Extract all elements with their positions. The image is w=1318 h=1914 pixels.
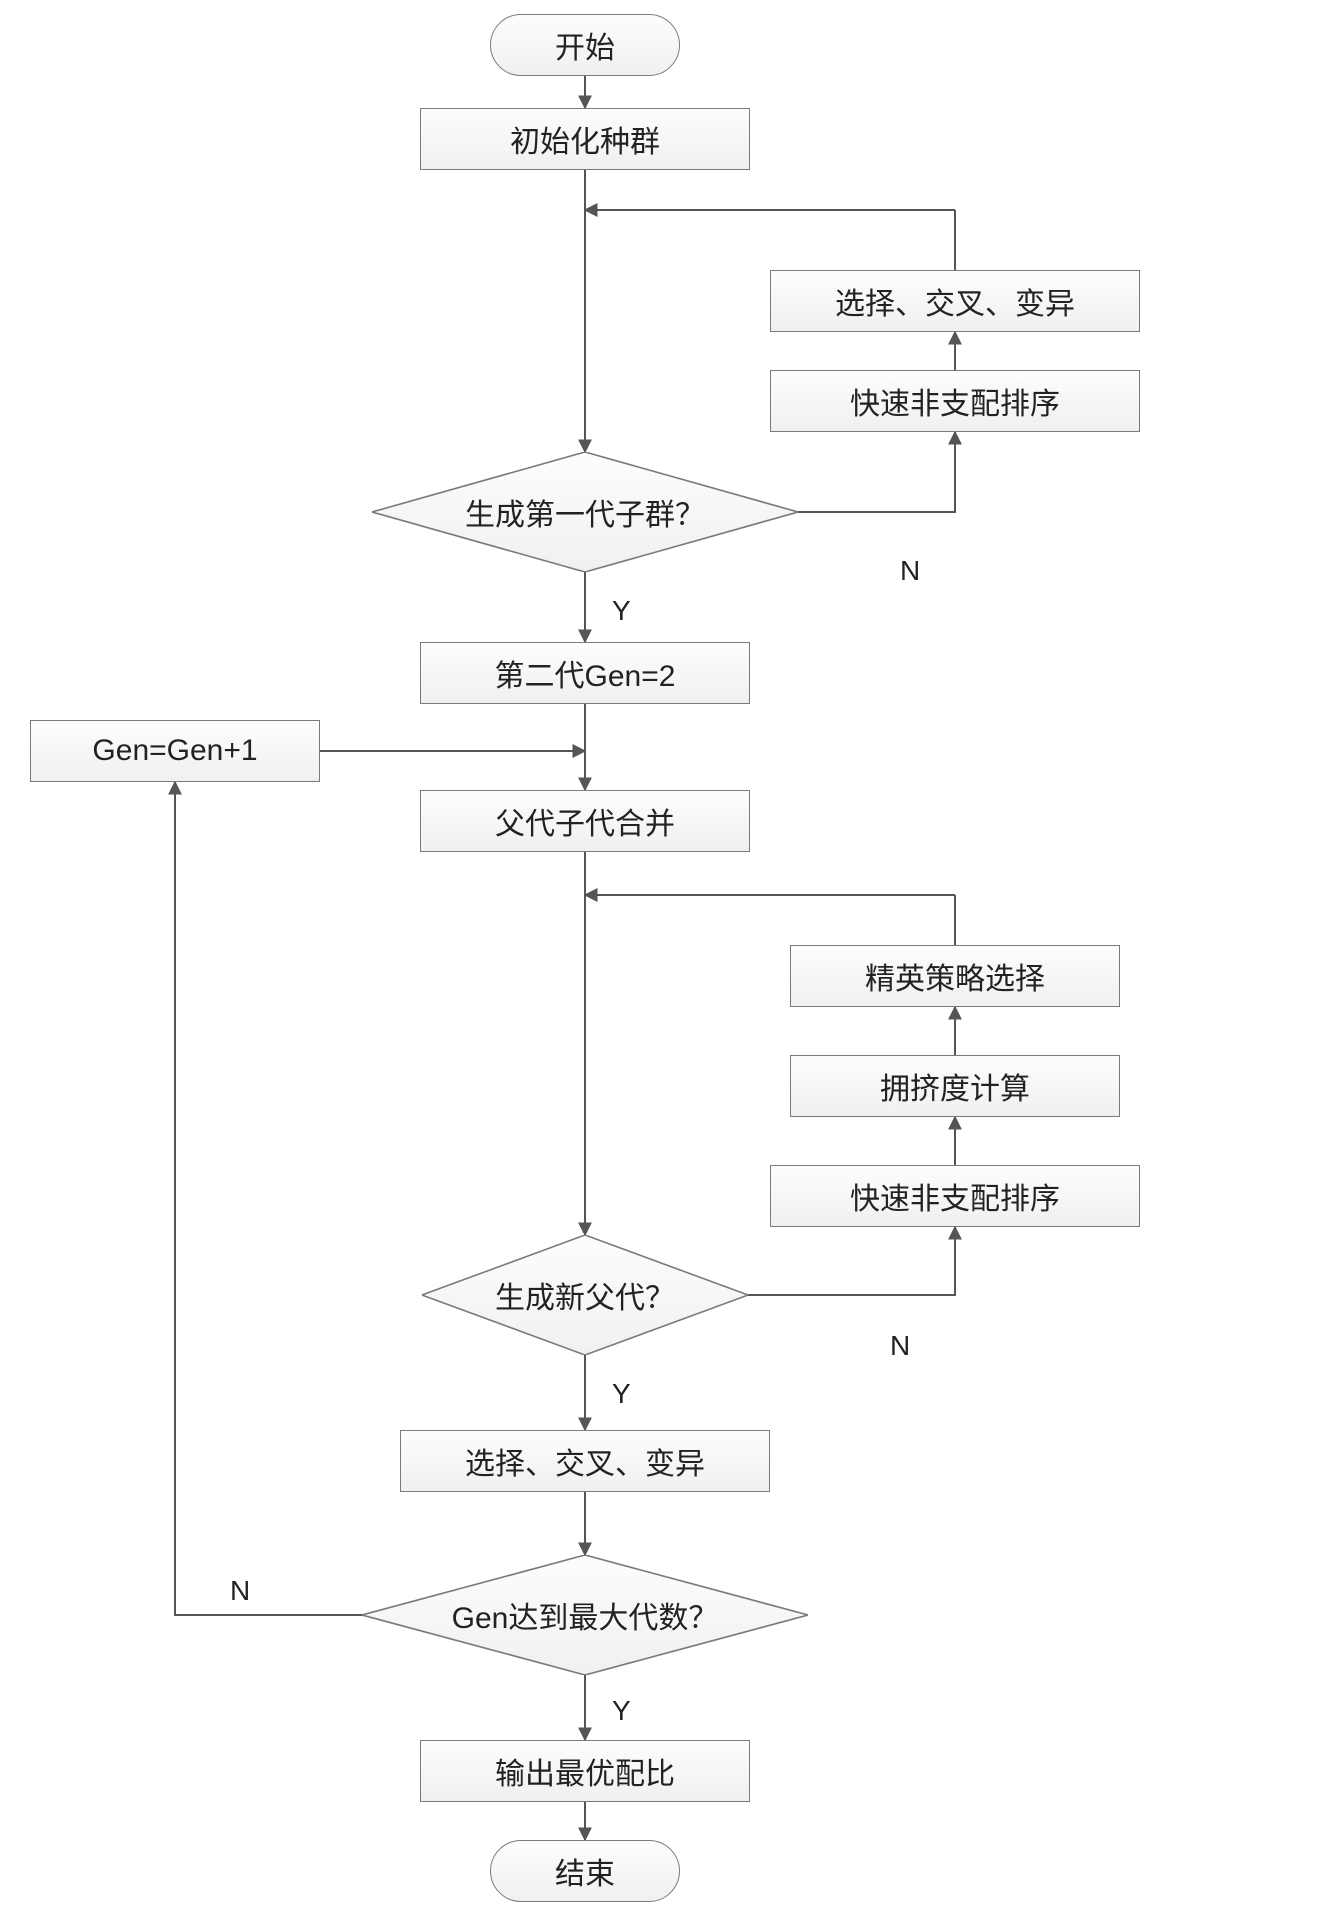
node-gen-increment: Gen=Gen+1 <box>30 720 320 782</box>
edge-label-dec1-n: N <box>900 555 920 587</box>
label-gen2: 第二代Gen=2 <box>495 651 676 695</box>
node-start: 开始 <box>490 14 680 76</box>
node-decision-max-gen: Gen达到最大代数？ <box>362 1555 808 1675</box>
edge-label-dec3-y: Y <box>612 1695 631 1727</box>
node-gen2: 第二代Gen=2 <box>420 642 750 704</box>
label-op_sel1: 选择、交叉、变异 <box>835 279 1075 323</box>
label-merge: 父代子代合并 <box>495 799 675 843</box>
label-op_sel2: 选择、交叉、变异 <box>465 1439 705 1483</box>
node-fast-nondom-sort-2: 快速非支配排序 <box>770 1165 1140 1227</box>
label-init: 初始化种群 <box>510 117 660 161</box>
edge-label-dec2-n: N <box>890 1330 910 1362</box>
node-decision-first-gen: 生成第一代子群？ <box>372 452 798 572</box>
node-output: 输出最优配比 <box>420 1740 750 1802</box>
label-end: 结束 <box>555 1849 615 1893</box>
label-op_sort1: 快速非支配排序 <box>850 379 1060 423</box>
label-dec1: 生成第一代子群？ <box>465 490 705 534</box>
label-elite: 精英策略选择 <box>865 954 1045 998</box>
node-select-cross-mutate-1: 选择、交叉、变异 <box>770 270 1140 332</box>
label-output: 输出最优配比 <box>495 1749 675 1793</box>
flowchart-canvas: 开始 初始化种群 选择、交叉、变异 快速非支配排序 生成第一代子群？ 第二代Ge… <box>0 0 1318 1914</box>
edge-label-dec1-y: Y <box>612 595 631 627</box>
edge-label-dec2-y: Y <box>612 1378 631 1410</box>
label-dec3: Gen达到最大代数？ <box>452 1593 719 1637</box>
label-geninc: Gen=Gen+1 <box>92 734 257 768</box>
node-elite: 精英策略选择 <box>790 945 1120 1007</box>
node-fast-nondom-sort-1: 快速非支配排序 <box>770 370 1140 432</box>
edge-label-dec3-n: N <box>230 1575 250 1607</box>
node-crowding: 拥挤度计算 <box>790 1055 1120 1117</box>
node-select-cross-mutate-2: 选择、交叉、变异 <box>400 1430 770 1492</box>
label-dec2: 生成新父代？ <box>495 1273 675 1317</box>
label-crowd: 拥挤度计算 <box>880 1064 1030 1108</box>
node-end: 结束 <box>490 1840 680 1902</box>
label-start: 开始 <box>555 23 615 67</box>
node-init: 初始化种群 <box>420 108 750 170</box>
node-merge: 父代子代合并 <box>420 790 750 852</box>
label-op_sort2: 快速非支配排序 <box>850 1174 1060 1218</box>
node-decision-new-parent: 生成新父代？ <box>422 1235 748 1355</box>
